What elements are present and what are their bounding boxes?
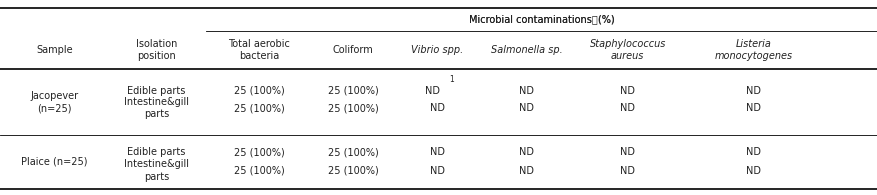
Text: Listeria
monocytogenes: Listeria monocytogenes [714,39,791,61]
Text: ND: ND [619,166,635,176]
Text: ND: ND [619,86,635,96]
Text: ND: ND [429,166,445,176]
Text: 25 (100%): 25 (100%) [327,103,378,113]
Text: 25 (100%): 25 (100%) [233,147,284,157]
Text: ND: ND [518,86,534,96]
Text: Intestine&gill
parts: Intestine&gill parts [124,97,189,119]
Text: ND: ND [619,103,635,113]
Text: ND: ND [518,166,534,176]
Text: Plaice (n=25): Plaice (n=25) [21,157,88,167]
Text: Staphylococcus
aureus: Staphylococcus aureus [589,39,665,61]
Text: ND: ND [429,147,445,157]
Text: Intestine&gill
parts: Intestine&gill parts [124,160,189,182]
Text: ND: ND [745,86,760,96]
Text: Edible parts: Edible parts [127,86,185,96]
Text: ND: ND [429,103,445,113]
Text: ND: ND [619,147,635,157]
Text: Edible parts: Edible parts [127,147,185,157]
Text: Microbial contaminations　(%): Microbial contaminations (%) [469,14,614,25]
Text: 25 (100%): 25 (100%) [233,166,284,176]
Text: Isolation
position: Isolation position [135,39,177,61]
Text: ND: ND [424,86,440,96]
Text: Vibrio spp.: Vibrio spp. [410,45,463,55]
Text: Coliform: Coliform [332,45,373,55]
Text: ND: ND [745,166,760,176]
Text: Jacopever
(n=25): Jacopever (n=25) [31,91,78,113]
Text: Sample: Sample [36,45,73,55]
Text: ND: ND [745,103,760,113]
Text: Microbial contaminations  (%): Microbial contaminations (%) [468,14,615,25]
Text: 25 (100%): 25 (100%) [327,86,378,96]
Text: 25 (100%): 25 (100%) [327,147,378,157]
Text: 25 (100%): 25 (100%) [327,166,378,176]
Text: 1: 1 [448,75,453,84]
Text: 25 (100%): 25 (100%) [233,103,284,113]
Text: ND: ND [518,103,534,113]
Text: Salmonella sp.: Salmonella sp. [490,45,562,55]
Text: ND: ND [518,147,534,157]
Text: Total aerobic
bacteria: Total aerobic bacteria [228,39,289,61]
Text: ND: ND [745,147,760,157]
Text: 25 (100%): 25 (100%) [233,86,284,96]
